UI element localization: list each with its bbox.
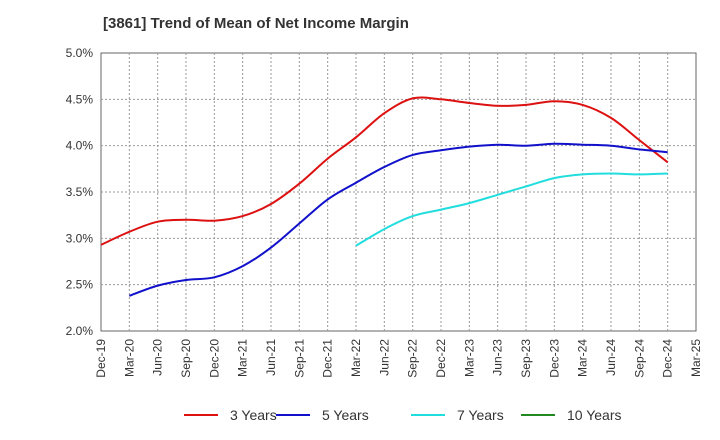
x-tick-label: Dec-22 [434, 339, 448, 378]
x-tick-label: Jun-21 [264, 339, 278, 376]
legend-swatch [411, 414, 445, 416]
x-tick-label: Sep-21 [292, 339, 306, 378]
legend-swatch [276, 414, 310, 416]
legend-label: 10 Years [567, 407, 622, 423]
y-tick-label: 4.0% [66, 139, 94, 153]
x-tick-label: Mar-25 [689, 339, 703, 377]
x-tick-label: Mar-24 [576, 339, 590, 377]
series-line [100, 96, 669, 246]
x-tick-label: Sep-24 [632, 339, 646, 378]
gridlines [101, 53, 696, 331]
x-tick-label: Jun-23 [491, 339, 505, 376]
x-tick-label: Sep-20 [179, 339, 193, 378]
y-tick-label: 2.0% [66, 324, 94, 338]
x-tick-label: Mar-22 [349, 339, 363, 377]
x-tick-label: Jun-20 [151, 339, 165, 376]
x-tick-label: Mar-20 [122, 339, 136, 377]
x-tick-label: Mar-21 [236, 339, 250, 377]
x-tick-label: Jun-24 [604, 339, 618, 376]
legend-label: 5 Years [322, 407, 369, 423]
x-axis: Dec-19 Mar-20 Jun-20 Sep-20 Dec-20 Mar-21 Jun-… [94, 339, 703, 378]
y-tick-label: 5.0% [66, 46, 94, 60]
x-tick-label: Dec-21 [321, 339, 335, 378]
x-tick-label: Jun-22 [377, 339, 391, 376]
y-tick-label: 4.5% [66, 92, 94, 106]
x-tick-label: Sep-22 [406, 339, 420, 378]
series-line [128, 142, 668, 297]
legend-swatch [184, 414, 218, 416]
x-tick-label: Mar-23 [462, 339, 476, 377]
x-tick-label: Dec-23 [547, 339, 561, 378]
y-tick-label: 3.5% [66, 185, 94, 199]
x-tick-label: Dec-19 [94, 339, 108, 378]
legend-item: 10 Years [521, 404, 622, 426]
legend-label: 3 Years [230, 407, 277, 423]
legend-label: 7 Years [457, 407, 504, 423]
legend: 3 Years 5 Years 7 Years 10 Years [0, 404, 720, 426]
y-tick-label: 2.5% [66, 278, 94, 292]
y-axis: 2.0% 2.5% 3.0% 3.5% 4.0% 4.5% 5.0% [66, 46, 94, 338]
legend-item: 7 Years [411, 404, 504, 426]
y-tick-label: 3.0% [66, 231, 94, 245]
x-tick-label: Dec-24 [661, 339, 675, 378]
legend-swatch [521, 414, 555, 416]
chart-title: [3861] Trend of Mean of Net Income Margi… [103, 15, 409, 32]
legend-item: 5 Years [276, 404, 369, 426]
series-line [355, 172, 668, 247]
series-lines [100, 96, 669, 297]
x-tick-label: Dec-20 [207, 339, 221, 378]
legend-item: 3 Years [184, 404, 277, 426]
x-tick-label: Sep-23 [519, 339, 533, 378]
